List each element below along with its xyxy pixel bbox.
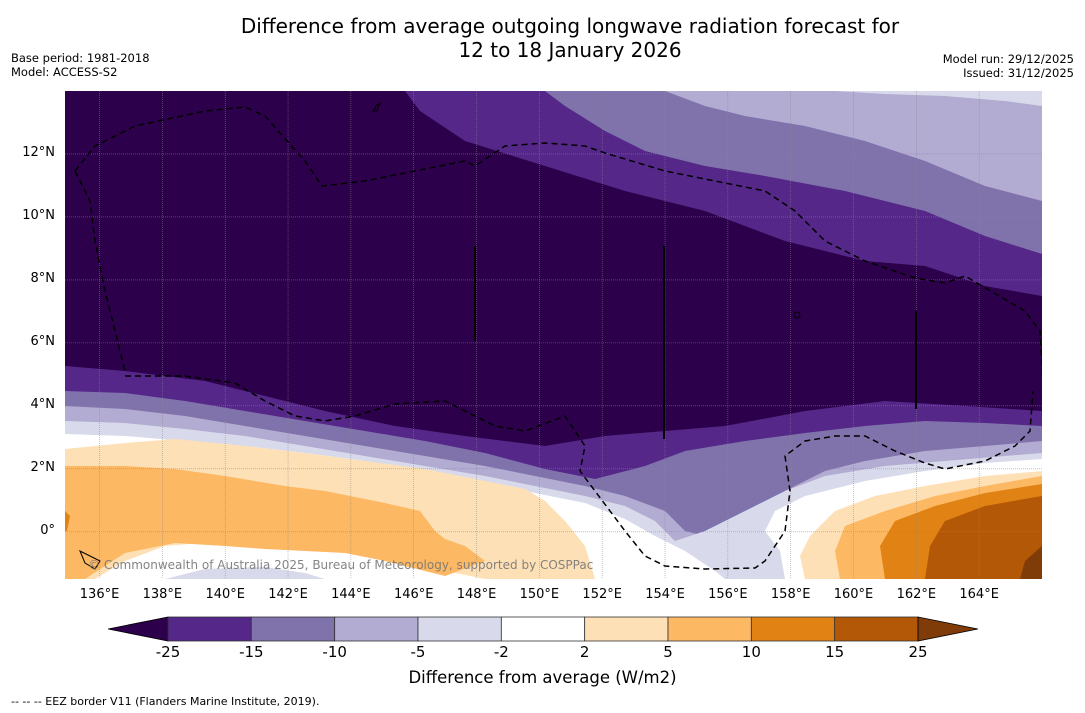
eez-border-palau-fsm-north [74,106,1042,377]
field-above-plus25 [1020,546,1042,579]
longitude-label: 140°E [205,587,245,602]
longitude-label: 160°E [833,587,874,602]
longitude-label: 152°E [582,587,622,602]
colorbar-tick-label: -15 [239,643,264,661]
field-plus15-plus25 [925,496,1042,579]
longitude-label: 142°E [268,587,308,602]
latitude-label: 8°N [30,270,56,286]
colorbar-label: Difference from average (W/m2) [408,668,677,687]
latitude-label: 4°N [30,396,56,412]
graticule [65,91,1042,579]
longitude-label: 162°E [896,587,937,602]
eez-border-south [125,375,1034,570]
island-new-guinea-tip [79,549,101,570]
colorbar-tick-label: 10 [741,643,761,661]
colorbar-extend-low [108,616,169,642]
longitude-label: 158°E [770,587,811,602]
olr-anomaly-map [65,91,1042,579]
longitude-label: 146°E [393,587,434,602]
latitude-label: 2°N [30,459,56,475]
map-svg [65,91,1042,579]
colorbar-tick-label: 25 [908,643,928,661]
colorbar-segment [834,616,919,642]
islands [79,101,801,570]
colorbar-segment [167,616,252,642]
island-guam [372,101,382,112]
longitude-label: 156°E [708,587,748,602]
longitude-label: 154°E [645,587,685,602]
model-name: Model: ACCESS-S2 [11,65,118,79]
island-pohnpei [793,311,801,319]
colorbar-segment [667,616,752,642]
longitude-label: 136°E [79,587,120,602]
eez-border-west [74,170,126,372]
colorbar [108,616,978,642]
meta-left: Base period: 1981-2018 Model: ACCESS-S2 [11,51,150,79]
field-plus5-plus10 [65,466,1042,579]
meta-right: Model run: 29/12/2025 Issued: 31/12/2025 [943,52,1074,80]
colorbar-tick-label: 15 [825,643,845,661]
title-line-2: 12 to 18 January 2026 [458,38,682,62]
longitude-label: 164°E [959,587,999,602]
island-markers [474,246,917,439]
issued-date: Issued: 31/12/2025 [963,66,1074,80]
field-plus-lower-lilac [165,567,325,579]
colorbar-tick-label: -2 [493,643,509,661]
colorbar-tick-label: -10 [322,643,347,661]
eez-borders [74,106,1042,570]
base-period: Base period: 1981-2018 [11,51,150,65]
colorbar-extend-high [917,616,978,642]
chart-title: Difference from average outgoing longwav… [0,14,1085,62]
title-line-1: Difference from average outgoing longwav… [240,14,900,38]
colorbar-tick-label: -5 [410,643,426,661]
colorbar-tick-label: 2 [579,643,590,661]
longitude-label: 148°E [456,587,497,602]
colorbar-segment [250,616,336,642]
colorbar-tick-label: -25 [155,643,181,661]
latitude-label: 0° [40,522,55,538]
eez-footnote: -- -- -- EEZ border V11 (Flanders Marine… [11,695,320,708]
latitude-label: 12°N [22,144,55,160]
colorbar-tick-label: 5 [663,643,673,661]
longitude-label: 144°E [331,587,371,602]
latitude-label: 10°N [22,207,55,223]
colorbar-segment [417,616,502,642]
longitude-label: 150°E [519,587,560,602]
colorbar-segment [584,616,669,642]
colorbar-segment [500,616,586,642]
latitude-label: 6°N [30,333,56,349]
field-plus-lower-white [95,541,485,579]
longitude-label: 138°E [142,587,183,602]
colorbar-segment [750,616,836,642]
colorbar-segment [334,616,419,642]
copyright-notice: © Commonwealth of Australia 2025, Bureau… [88,558,594,572]
model-run: Model run: 29/12/2025 [942,52,1074,66]
